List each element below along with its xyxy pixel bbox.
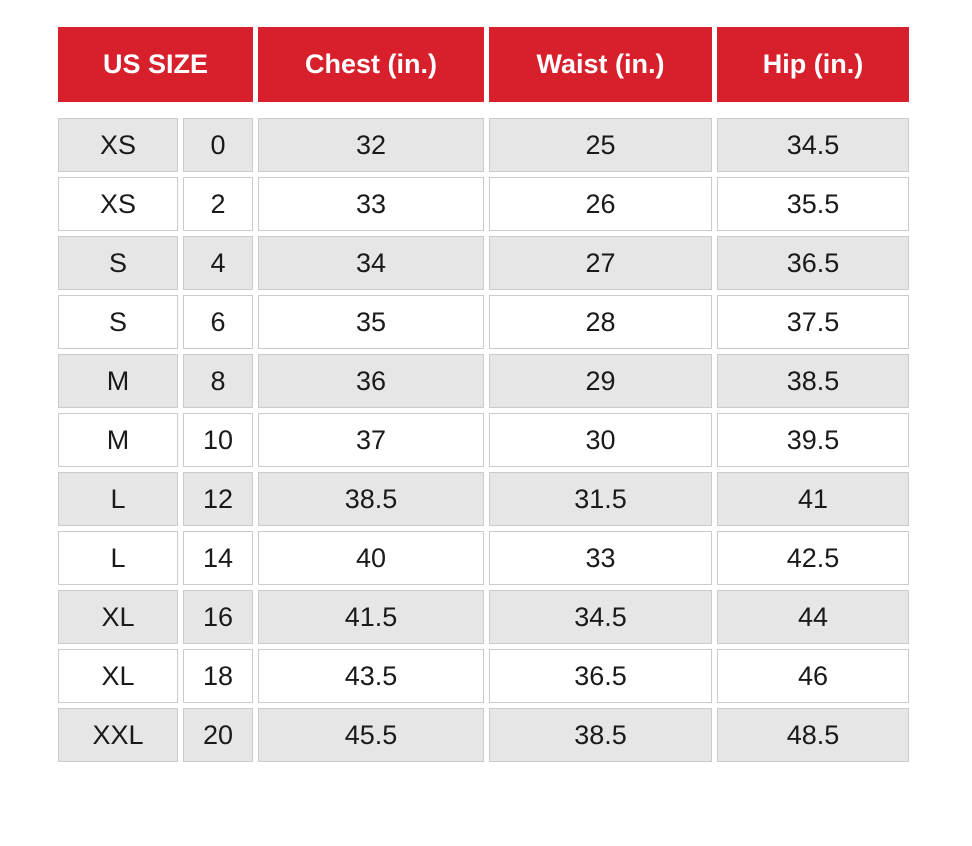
header-chest: Chest (in.)	[258, 27, 484, 102]
header-us-size: US SIZE	[58, 27, 253, 102]
cell-waist: 29	[489, 354, 712, 408]
cell-waist: 31.5	[489, 472, 712, 526]
cell-chest: 36	[258, 354, 484, 408]
table-row: M 8 36 29 38.5	[58, 354, 909, 408]
cell-hip: 37.5	[717, 295, 909, 349]
cell-hip: 39.5	[717, 413, 909, 467]
cell-us-size: 10	[183, 413, 253, 467]
cell-us-size: 20	[183, 708, 253, 762]
cell-hip: 35.5	[717, 177, 909, 231]
cell-hip: 46	[717, 649, 909, 703]
cell-waist: 38.5	[489, 708, 712, 762]
cell-hip: 38.5	[717, 354, 909, 408]
cell-waist: 25	[489, 118, 712, 172]
cell-chest: 40	[258, 531, 484, 585]
cell-us-size: 8	[183, 354, 253, 408]
cell-size-letter: XL	[58, 590, 178, 644]
table-row: XS 0 32 25 34.5	[58, 118, 909, 172]
cell-size-letter: XS	[58, 118, 178, 172]
cell-chest: 43.5	[258, 649, 484, 703]
cell-size-letter: XS	[58, 177, 178, 231]
cell-chest: 34	[258, 236, 484, 290]
table-row: S 4 34 27 36.5	[58, 236, 909, 290]
size-chart-table: US SIZE Chest (in.) Waist (in.) Hip (in.…	[53, 22, 914, 767]
header-row: US SIZE Chest (in.) Waist (in.) Hip (in.…	[58, 27, 909, 102]
cell-size-letter: XXL	[58, 708, 178, 762]
table-row: XS 2 33 26 35.5	[58, 177, 909, 231]
cell-us-size: 16	[183, 590, 253, 644]
cell-size-letter: XL	[58, 649, 178, 703]
cell-chest: 33	[258, 177, 484, 231]
cell-hip: 34.5	[717, 118, 909, 172]
cell-us-size: 0	[183, 118, 253, 172]
cell-waist: 27	[489, 236, 712, 290]
cell-chest: 32	[258, 118, 484, 172]
cell-hip: 36.5	[717, 236, 909, 290]
cell-us-size: 14	[183, 531, 253, 585]
cell-us-size: 12	[183, 472, 253, 526]
cell-waist: 34.5	[489, 590, 712, 644]
table-row: XXL 20 45.5 38.5 48.5	[58, 708, 909, 762]
cell-chest: 35	[258, 295, 484, 349]
cell-chest: 41.5	[258, 590, 484, 644]
cell-waist: 30	[489, 413, 712, 467]
cell-chest: 37	[258, 413, 484, 467]
cell-size-letter: M	[58, 413, 178, 467]
cell-hip: 41	[717, 472, 909, 526]
cell-size-letter: L	[58, 531, 178, 585]
cell-waist: 36.5	[489, 649, 712, 703]
cell-us-size: 6	[183, 295, 253, 349]
table-row: XL 18 43.5 36.5 46	[58, 649, 909, 703]
table-row: XL 16 41.5 34.5 44	[58, 590, 909, 644]
cell-us-size: 4	[183, 236, 253, 290]
cell-hip: 42.5	[717, 531, 909, 585]
cell-us-size: 2	[183, 177, 253, 231]
cell-waist: 28	[489, 295, 712, 349]
cell-chest: 38.5	[258, 472, 484, 526]
header-waist: Waist (in.)	[489, 27, 712, 102]
cell-us-size: 18	[183, 649, 253, 703]
table-row: S 6 35 28 37.5	[58, 295, 909, 349]
cell-chest: 45.5	[258, 708, 484, 762]
size-chart: US SIZE Chest (in.) Waist (in.) Hip (in.…	[53, 22, 972, 767]
table-row: L 14 40 33 42.5	[58, 531, 909, 585]
header-hip: Hip (in.)	[717, 27, 909, 102]
cell-hip: 44	[717, 590, 909, 644]
cell-size-letter: L	[58, 472, 178, 526]
cell-size-letter: S	[58, 295, 178, 349]
cell-waist: 33	[489, 531, 712, 585]
cell-waist: 26	[489, 177, 712, 231]
header-body-gap	[58, 107, 909, 113]
cell-hip: 48.5	[717, 708, 909, 762]
table-row: L 12 38.5 31.5 41	[58, 472, 909, 526]
table-row: M 10 37 30 39.5	[58, 413, 909, 467]
cell-size-letter: S	[58, 236, 178, 290]
cell-size-letter: M	[58, 354, 178, 408]
